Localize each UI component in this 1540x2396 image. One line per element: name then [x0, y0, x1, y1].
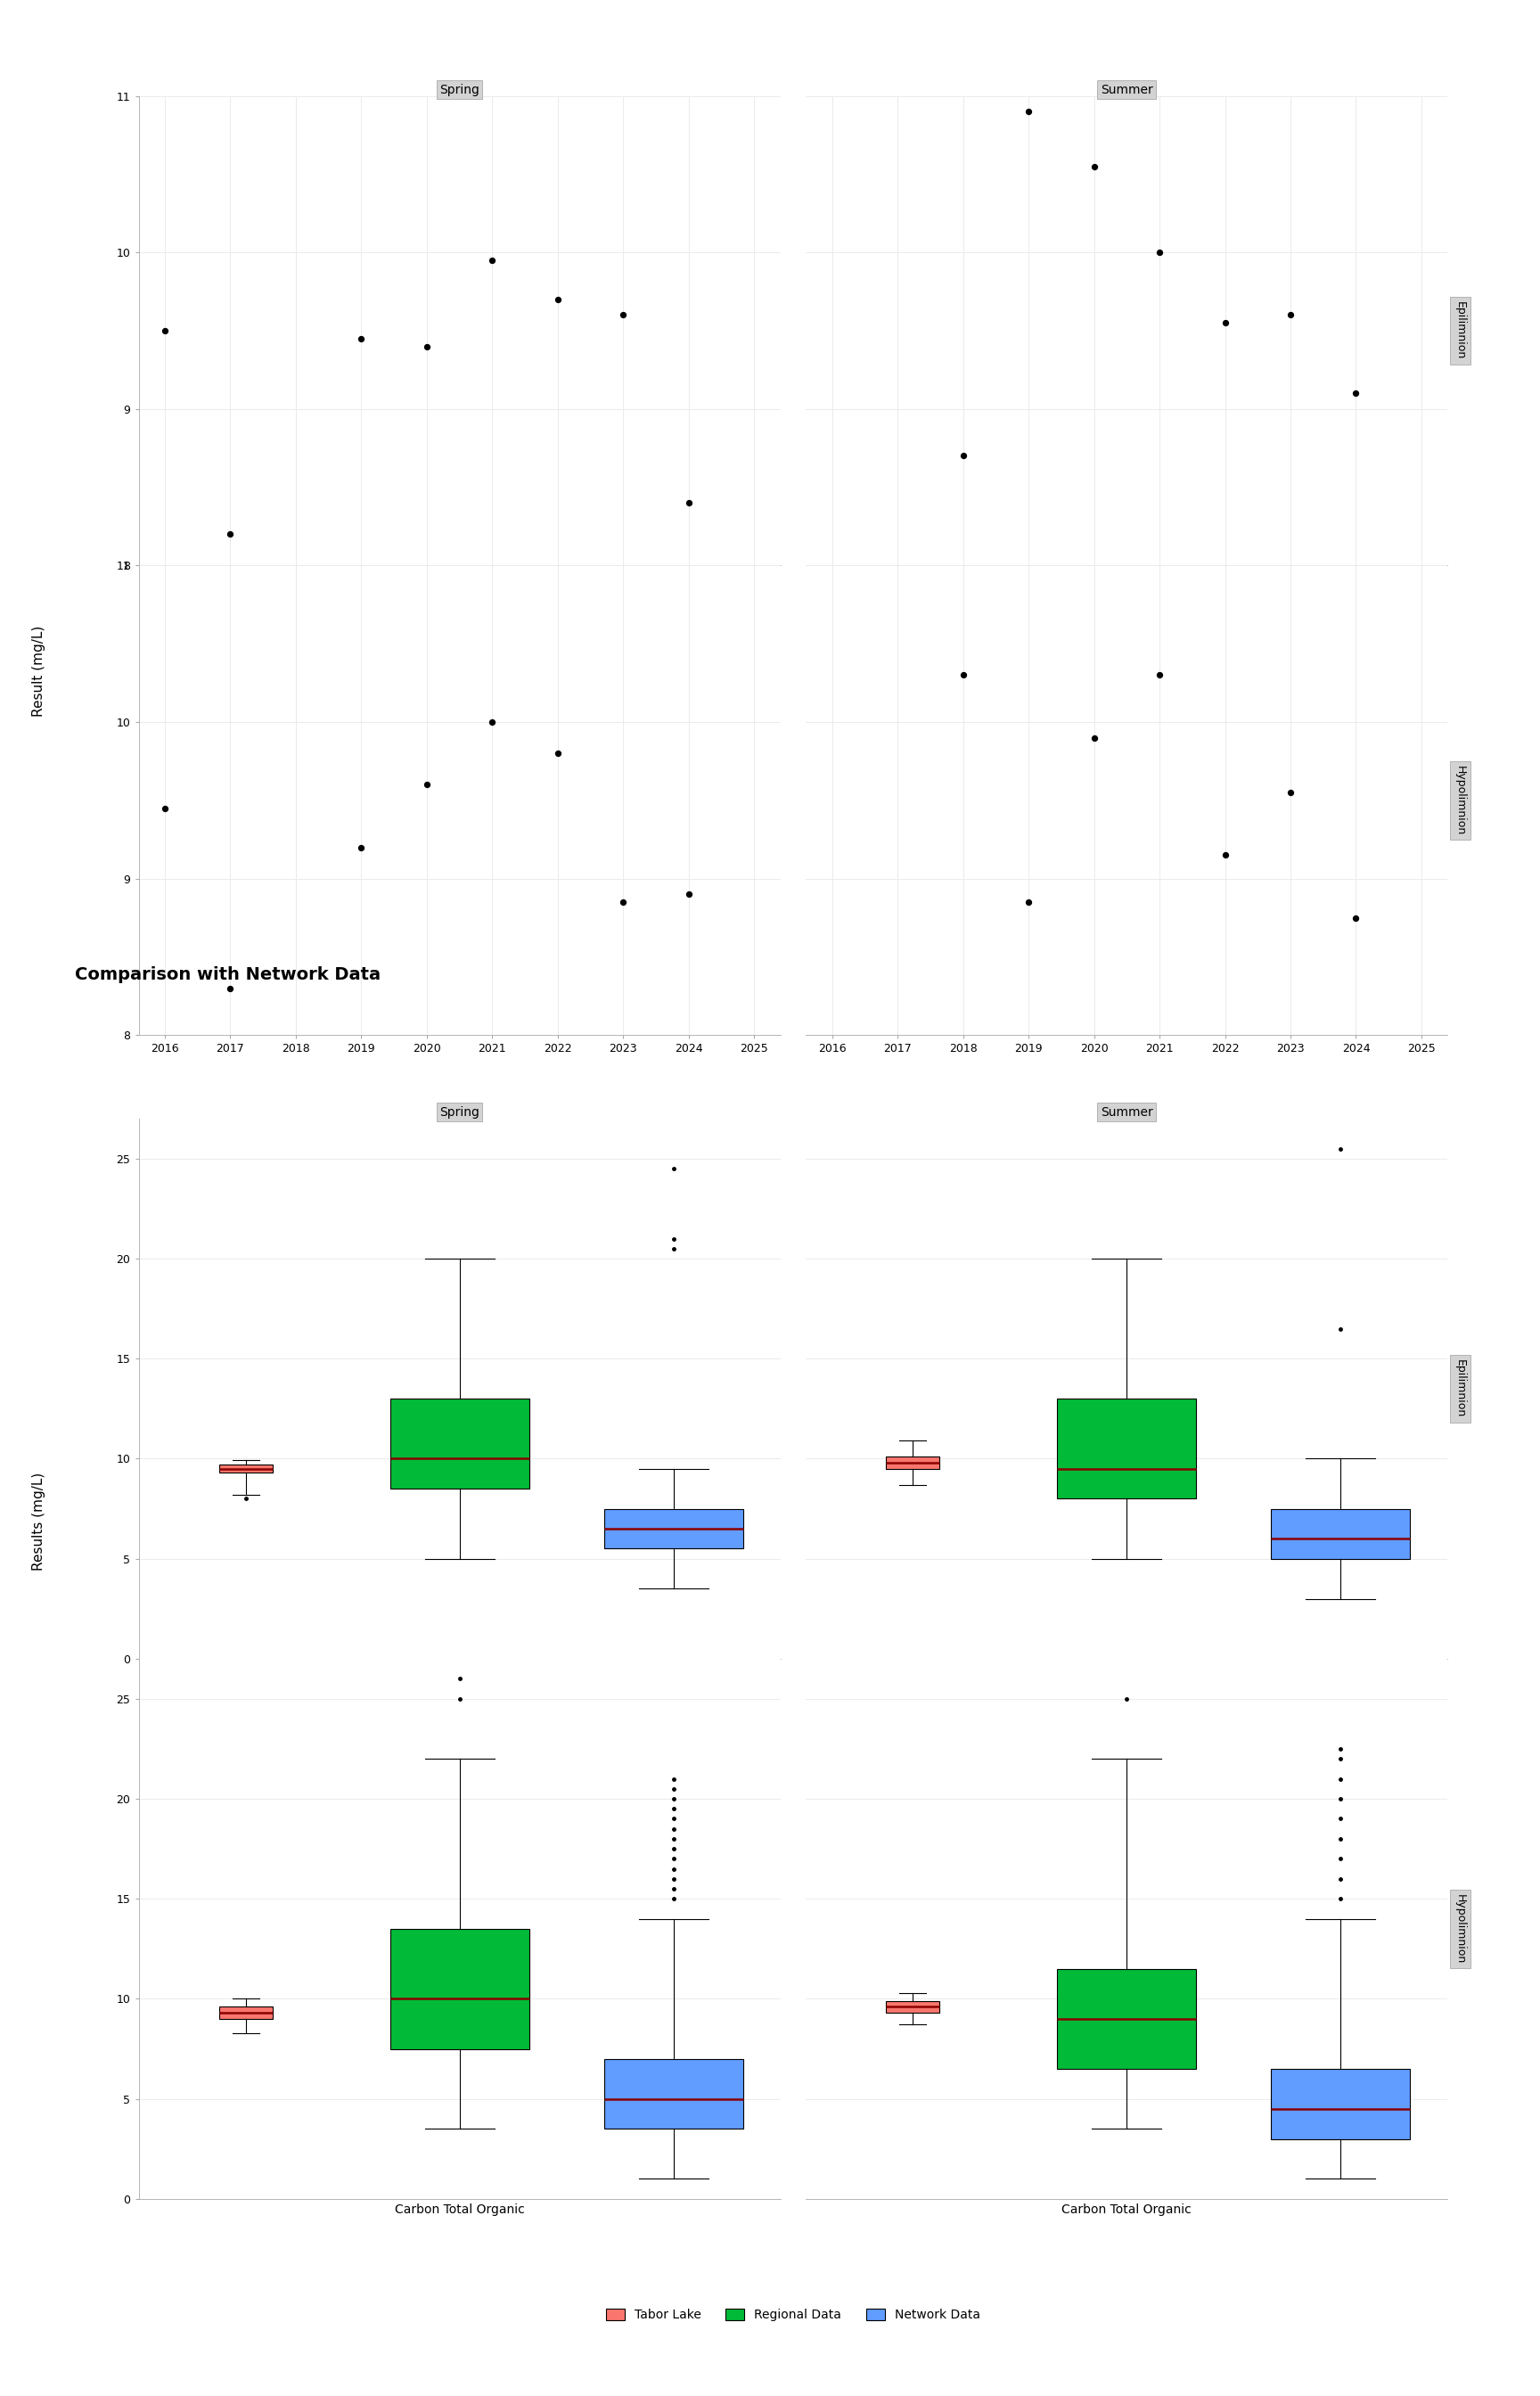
PathPatch shape [390, 1929, 528, 2049]
Text: Hypolimnion: Hypolimnion [1454, 1893, 1466, 1965]
Point [480, 702, 505, 740]
Point [611, 884, 636, 922]
Title: Summer: Summer [1101, 84, 1153, 96]
Point [545, 280, 570, 319]
Text: Epilimnion: Epilimnion [1454, 302, 1466, 359]
PathPatch shape [219, 1464, 273, 1474]
Point [676, 484, 701, 522]
Point [1212, 836, 1237, 875]
PathPatch shape [1058, 1970, 1197, 2068]
Point [414, 328, 439, 367]
Point [1343, 374, 1368, 412]
PathPatch shape [1270, 2068, 1411, 2140]
Point [350, 319, 374, 357]
Point [350, 829, 374, 867]
Point [950, 436, 975, 474]
PathPatch shape [885, 1457, 939, 1469]
Point [1212, 304, 1237, 343]
Title: Spring: Spring [439, 84, 479, 96]
Title: Summer: Summer [1101, 1107, 1153, 1119]
Point [1147, 657, 1172, 695]
Point [219, 968, 243, 1006]
PathPatch shape [219, 2008, 273, 2020]
X-axis label: Carbon Total Organic: Carbon Total Organic [394, 2204, 525, 2216]
Text: Comparison with Network Data: Comparison with Network Data [74, 966, 380, 985]
Point [1016, 884, 1041, 922]
PathPatch shape [1058, 1399, 1197, 1500]
Point [611, 295, 636, 333]
PathPatch shape [604, 1509, 742, 1548]
Point [1343, 898, 1368, 937]
Text: Epilimnion: Epilimnion [1454, 1359, 1466, 1418]
Point [219, 515, 243, 553]
X-axis label: Carbon Total Organic: Carbon Total Organic [1061, 2204, 1192, 2216]
Point [152, 311, 177, 350]
PathPatch shape [390, 1399, 528, 1488]
Point [676, 875, 701, 913]
Point [1081, 719, 1106, 757]
PathPatch shape [885, 2001, 939, 2013]
Title: Spring: Spring [439, 1107, 479, 1119]
Point [152, 788, 177, 827]
Text: Results (mg/L): Results (mg/L) [32, 1471, 45, 1572]
Text: Result (mg/L): Result (mg/L) [32, 625, 45, 716]
Point [1147, 232, 1172, 271]
Point [414, 767, 439, 805]
Point [1278, 295, 1303, 333]
Point [480, 242, 505, 280]
Point [1278, 774, 1303, 812]
Point [545, 733, 570, 772]
PathPatch shape [1270, 1509, 1411, 1560]
Point [1016, 93, 1041, 132]
Point [950, 657, 975, 695]
Legend: Tabor Lake, Regional Data, Network Data: Tabor Lake, Regional Data, Network Data [601, 2305, 986, 2327]
Point [1081, 146, 1106, 184]
Text: Hypolimnion: Hypolimnion [1454, 764, 1466, 836]
PathPatch shape [604, 2058, 742, 2130]
